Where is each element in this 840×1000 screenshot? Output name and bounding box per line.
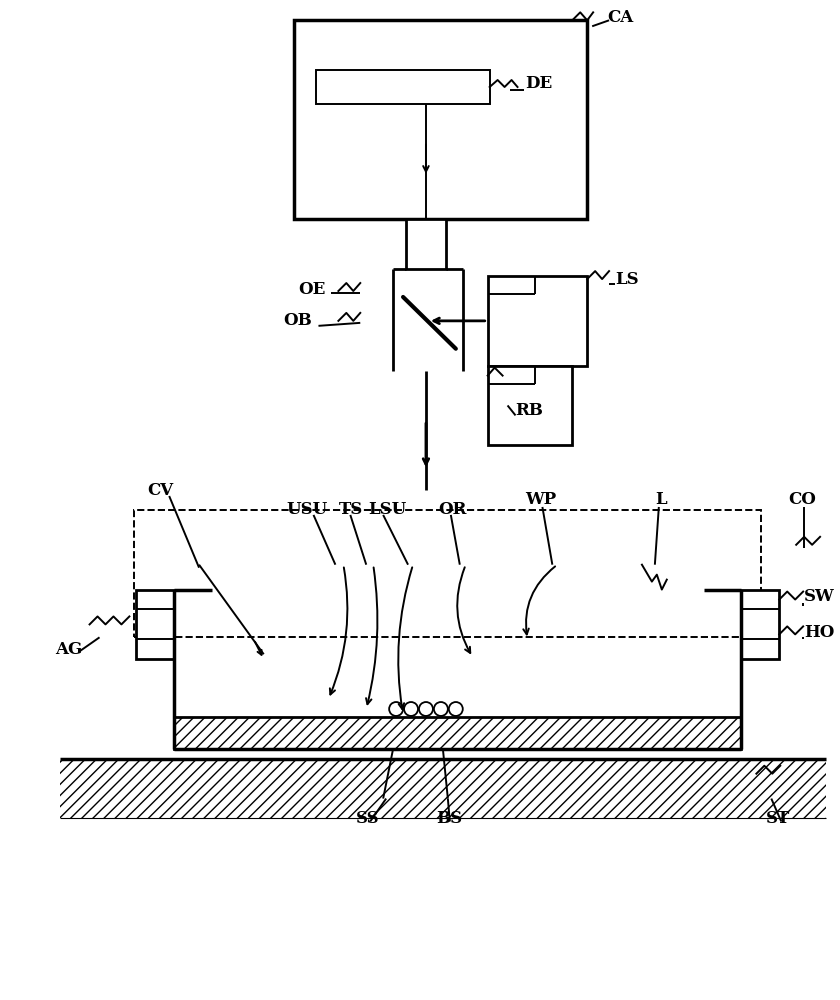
Text: OR: OR <box>438 501 466 518</box>
Text: TS: TS <box>339 501 363 518</box>
Text: DE: DE <box>526 75 553 92</box>
Bar <box>406 219 446 269</box>
Bar <box>742 590 780 659</box>
Bar <box>317 70 490 104</box>
Text: CA: CA <box>607 9 633 26</box>
Text: LSU: LSU <box>368 501 407 518</box>
Text: CO: CO <box>788 491 816 508</box>
Text: WP: WP <box>526 491 557 508</box>
Bar <box>174 717 742 749</box>
Text: OB: OB <box>284 312 312 329</box>
Bar <box>60 759 826 818</box>
Bar <box>136 590 174 659</box>
Text: ST: ST <box>766 810 790 827</box>
Text: USU: USU <box>286 501 328 518</box>
Text: BS: BS <box>436 810 462 827</box>
Text: L: L <box>655 491 666 508</box>
Bar <box>134 510 761 637</box>
Text: AG: AG <box>55 641 82 658</box>
Bar <box>294 20 587 219</box>
Text: HO: HO <box>804 624 834 641</box>
Text: SW: SW <box>804 588 835 605</box>
Text: OE: OE <box>298 281 326 298</box>
Text: LS: LS <box>615 271 638 288</box>
Text: SS: SS <box>356 810 380 827</box>
Bar <box>488 366 572 445</box>
Text: RB: RB <box>516 402 543 419</box>
Text: CV: CV <box>147 482 173 499</box>
Bar <box>488 276 587 366</box>
